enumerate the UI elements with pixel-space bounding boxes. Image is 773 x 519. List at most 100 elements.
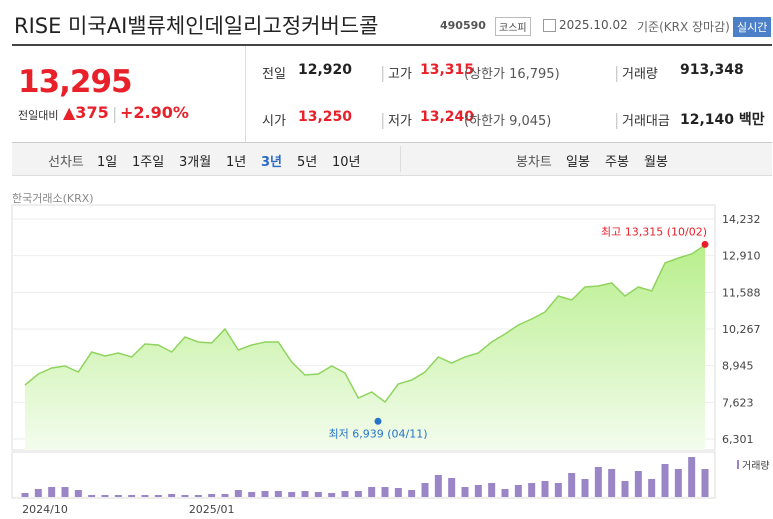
change-label: 전일대비 [18,109,59,122]
tab[interactable]: 1년 [226,155,247,170]
volume-bar [221,494,229,497]
volume-bar [61,487,69,497]
tab[interactable]: 월봉 [644,155,668,170]
quote-sep: | [614,63,620,82]
title: RISE 미국AI밸류체인데일리고정커버드콜 [14,14,379,38]
price: 13,295 [18,64,133,100]
quote-value: 913,348 [680,62,744,78]
tab[interactable]: 1일 [97,155,118,170]
annotation-label: 최고 13,315 (10/02) [601,225,707,238]
y-tick-label: 6,301 [722,433,754,446]
volume-legend: 거래량 [742,460,770,472]
volume-bar [528,483,536,497]
annotation-label: 최저 6,939 (04/11) [328,427,427,440]
quote-extra: (상한가 16,795) [464,67,560,82]
volume-bar [554,483,562,497]
volume-bar [168,494,176,497]
volume-bar [128,495,136,497]
annotation-dot [374,417,382,425]
quote-sep: | [614,110,620,129]
quote-value: 13,250 [298,109,353,125]
realtime-button[interactable]: 실시간 [733,17,772,37]
y-tick-label: 10,267 [722,323,761,336]
volume-bar [274,491,282,497]
volume-bar [701,469,709,497]
y-tick-label: 7,623 [722,396,754,409]
volume-bar [514,485,522,497]
volume-bar [48,487,56,497]
basis: 기준(KRX 장마감) [637,20,730,34]
divider [12,44,772,46]
x-tick-label: 2025/01 [189,503,235,516]
volume-bar [568,473,576,497]
quote-value: 13,315 [420,62,475,78]
source: 한국거래소(KRX) [12,192,94,205]
volume-bar [501,489,509,497]
y-tick-label: 8,945 [722,360,754,373]
tab[interactable]: 10년 [332,155,361,170]
date: 2025.10.02 [559,18,628,32]
quote-value: 12,140 백만 [680,112,765,128]
tab[interactable]: 5년 [297,155,318,170]
quote-label: 거래량 [622,67,658,82]
change: ▲375 [63,103,109,122]
quote-sep: | [380,63,386,82]
quote-value: 12,920 [298,62,353,78]
code: 490590 [440,19,486,32]
quote-label: 전일 [262,67,286,82]
volume-bar [648,479,656,497]
change-pct: +2.90% [120,103,189,122]
volume-bar [21,493,29,497]
volume-bar [448,478,456,497]
y-tick-label: 14,232 [722,213,761,226]
volume-bar [488,483,496,497]
quote-value: 13,240 [420,109,475,125]
quote-box [12,46,772,143]
tab[interactable]: 3개월 [179,155,212,170]
volume-legend-swatch [737,460,739,469]
volume-bar [341,491,349,497]
volume-bar [408,490,416,497]
tab[interactable]: 3년 [261,155,283,170]
volume-bar [621,481,629,497]
sep: | [112,104,118,123]
volume-bar [434,475,442,497]
quote-divider [245,46,246,142]
volume-bar [354,491,362,497]
area-fill [25,245,705,450]
volume-bar [608,469,616,497]
volume-bar [114,495,122,497]
quote-label: 거래대금 [622,114,670,129]
volume-bar [181,495,189,497]
volume-bar [288,492,296,497]
tab[interactable]: 일봉 [566,155,590,170]
quote-label: 고가 [388,67,412,82]
volume-bar [421,483,429,497]
y-tick-label: 11,588 [722,286,761,299]
market-badge: 코스피 [495,17,531,36]
volume-bar [314,492,322,497]
volume-bar [328,493,336,497]
volume-bar [234,490,242,497]
volume-bar [674,469,682,497]
tab[interactable]: 1주일 [132,155,165,170]
tab-label: 봉차트 [516,155,552,170]
volume-bar [368,487,376,497]
volume-bar [194,495,202,497]
volume-bar [101,495,109,497]
quote-sep: | [380,110,386,129]
tab-divider [400,146,401,172]
quote-label: 저가 [388,114,412,129]
volume-bar [74,490,82,497]
volume-bar [661,464,669,497]
volume-frame [11,451,716,499]
x-tick-label: 2024/10 [22,503,68,516]
volume-bar [154,495,162,497]
quote-extra: (하한가 9,045) [464,114,552,129]
volume-bar [634,471,642,497]
volume-bar [474,485,482,497]
calendar-icon [543,19,556,32]
tab[interactable]: 주봉 [605,155,629,170]
